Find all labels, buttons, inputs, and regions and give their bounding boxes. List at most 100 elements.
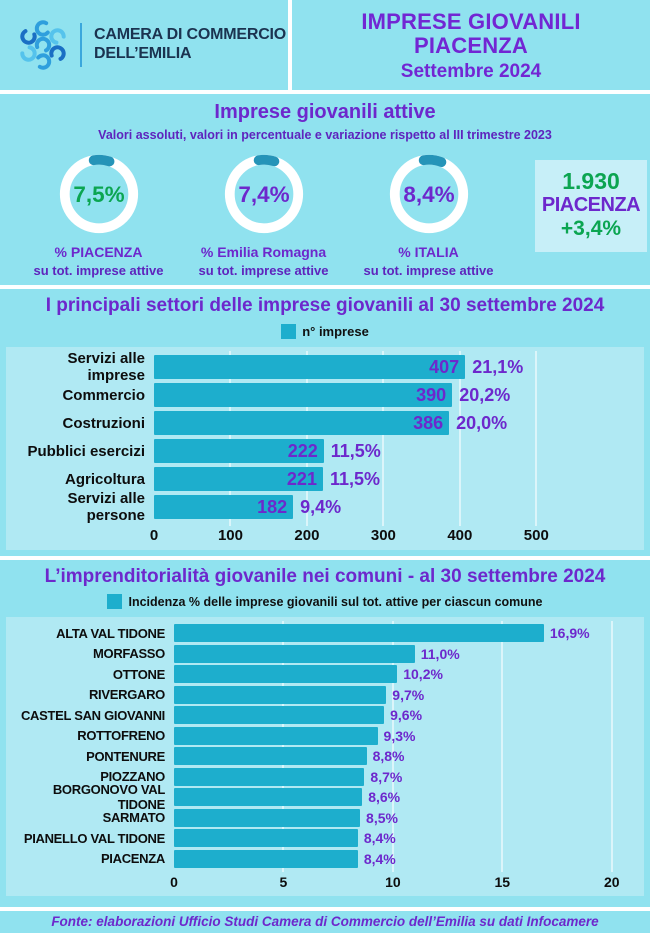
chart-title: I principali settori delle imprese giova…: [45, 295, 605, 316]
donut-label: % PIACENZA: [54, 244, 143, 260]
category-label: RIVERGARO: [88, 687, 165, 703]
logo-divider: [80, 23, 82, 67]
chart-row: Pubblici esercizi 222 11,5%: [6, 437, 644, 465]
chart-row: Servizi alle persone 182 9,4%: [6, 490, 644, 524]
bar-percent-label: 11,5%: [330, 440, 381, 461]
bar: [174, 767, 365, 786]
category-label: Commercio: [62, 386, 145, 404]
donut-sublabel: su tot. imprese attive: [33, 263, 164, 278]
bar: 222: [154, 439, 324, 463]
bar-percent-label: 21,1%: [472, 356, 524, 377]
category-label: Servizi alle persone: [67, 490, 145, 524]
donut-chart-icon: 7,4%: [224, 154, 303, 234]
bar-percent-label: 8,8%: [372, 748, 405, 765]
category-label: CASTEL SAN GIOVANNI: [20, 707, 165, 723]
category-label: SARMATO: [102, 810, 166, 826]
legend-label: Incidenza % delle imprese giovanili sul …: [128, 594, 543, 609]
section-subtitle: Valori assoluti, valori in percentuale e…: [98, 128, 552, 142]
axis-tick-label: 0: [149, 527, 159, 544]
chart-row: Commercio 390 20,2%: [6, 381, 644, 409]
bar-track: 8,5%: [174, 808, 638, 827]
bar: [174, 706, 385, 725]
bar: [174, 665, 398, 684]
axis-tick-label: 400: [447, 527, 473, 544]
svg-text:7,5%: 7,5%: [73, 182, 124, 207]
bar-track: 222 11,5%: [154, 439, 638, 463]
chamber-of-commerce-logo-icon: [20, 20, 66, 70]
chart-row: ALTA VAL TIDONE 16,9%: [6, 623, 644, 644]
org-name-line1: CAMERA DI COMMERCIO: [94, 26, 287, 44]
highlight-province-label: PIACENZA: [541, 194, 641, 217]
bar-percent-label: 8,6%: [368, 789, 401, 806]
legend-swatch: [107, 594, 123, 609]
header-brand: CAMERA DI COMMERCIO DELL’EMILIA: [0, 0, 288, 90]
donut-chart-icon: 7,5%: [59, 154, 138, 234]
chart-row: SARMATO 8,5%: [6, 808, 644, 829]
bar-percent-label: 9,7%: [392, 686, 425, 703]
section-sectors: I principali settori delle imprese giova…: [0, 289, 650, 550]
chart-row: RIVERGARO 9,7%: [6, 685, 644, 706]
bar: [174, 808, 361, 827]
chart-row: MORFASSO 11,0%: [6, 644, 644, 665]
header-title-block: IMPRESE GIOVANILI PIACENZA Settembre 202…: [292, 0, 650, 90]
category-label: Servizi alle imprese: [67, 350, 145, 384]
bar: 386: [154, 411, 450, 435]
bar: 221: [154, 467, 323, 491]
legend-swatch: [281, 324, 297, 339]
bar: [174, 624, 544, 643]
chart-rows: ALTA VAL TIDONE 16,9% MORFASSO 11,0% OTTONE 1…: [6, 623, 644, 869]
bar-track: 182 9,4%: [154, 495, 638, 519]
bar-percent-label: 8,4%: [363, 830, 396, 847]
donut-sublabel: su tot. imprese attive: [363, 263, 494, 278]
bar-percent-label: 16,9%: [549, 625, 590, 642]
chart-row: PIOZZANO 8,7%: [6, 767, 644, 788]
gridline: [391, 621, 394, 872]
bar-track: 11,0%: [174, 644, 638, 663]
axis-tick-label: 5: [279, 874, 288, 890]
chart-row: ROTTOFRENO 9,3%: [6, 726, 644, 747]
bar-percent-label: 11,0%: [420, 645, 460, 662]
donut-2: 8,4% % ITALIA su tot. imprese attive: [346, 150, 511, 278]
bar-percent-label: 8,7%: [370, 768, 403, 785]
gridline: [610, 621, 613, 872]
bar-value-label: 221: [286, 468, 317, 489]
bar-track: 9,7%: [174, 685, 638, 704]
category-label: Costruzioni: [62, 414, 146, 432]
category-label: PIANELLO VAL TIDONE: [23, 830, 165, 846]
category-label: ALTA VAL TIDONE: [56, 625, 165, 641]
bar-track: 8,7%: [174, 767, 638, 786]
org-name: CAMERA DI COMMERCIO DELL’EMILIA: [94, 26, 286, 64]
chart-rows: Servizi alle imprese 407 21,1% Commercio 390…: [6, 350, 644, 524]
chart-row: Costruzioni 386 20,0%: [6, 409, 644, 437]
section-divider: [0, 556, 650, 560]
donut-label: % Emilia Romagna: [200, 244, 327, 260]
category-label: BORGONOVO VAL TIDONE: [52, 782, 165, 813]
donut-label: % ITALIA: [398, 244, 459, 260]
chart-row: BORGONOVO VAL TIDONE 8,6%: [6, 782, 644, 812]
bar-track: 10,2%: [174, 665, 638, 684]
bar-percent-label: 8,5%: [366, 809, 398, 826]
section-divider: [0, 90, 650, 94]
chart-row: Agricoltura 221 11,5%: [6, 465, 644, 493]
axis-tick-label: 10: [385, 874, 401, 890]
svg-text:8,4%: 8,4%: [403, 182, 454, 207]
bar: [174, 747, 367, 766]
axis-tick-label: 300: [370, 527, 396, 544]
category-label: Pubblici esercizi: [27, 442, 145, 460]
bar-value-label: 386: [413, 412, 444, 433]
header-vertical-divider: [288, 0, 292, 90]
bar-track: 8,8%: [174, 747, 638, 766]
bar-percent-label: 11,5%: [329, 468, 381, 489]
bar: [174, 644, 415, 663]
chart-gridlines: [154, 351, 638, 526]
category-label: ROTTOFRENO: [77, 728, 165, 744]
category-label: OTTONE: [112, 666, 165, 682]
axis-tick-label: 200: [294, 527, 320, 544]
gridline: [305, 351, 308, 526]
bar-track: 221 11,5%: [154, 467, 638, 491]
gridline: [382, 351, 385, 526]
footer: Fonte: elaborazioni Ufficio Studi Camera…: [0, 907, 650, 940]
bar: [174, 829, 358, 848]
section-municipalities: L’imprenditorialità giovanile nei comuni…: [0, 560, 650, 896]
